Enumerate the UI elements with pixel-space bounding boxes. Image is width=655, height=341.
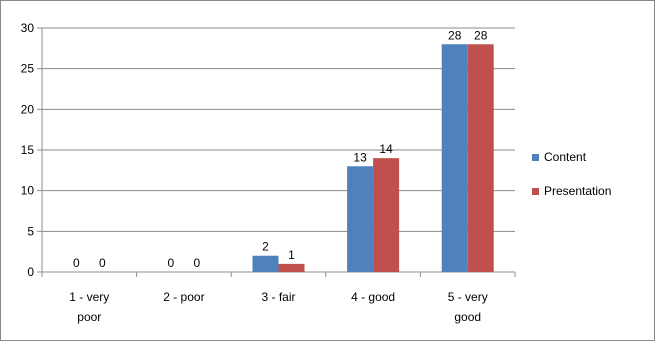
x-tick-label: 3 - fair <box>261 290 295 304</box>
data-label: 14 <box>379 142 393 156</box>
bar-presentation <box>278 263 305 272</box>
data-label: 0 <box>99 256 106 270</box>
legend-label-presentation: Presentation <box>544 184 612 198</box>
data-label: 28 <box>448 28 462 42</box>
data-label: 1 <box>288 248 295 262</box>
bars <box>252 44 494 273</box>
y-tick-labels: 0 5 10 15 20 25 30 <box>21 21 35 279</box>
data-label: 28 <box>474 28 488 42</box>
legend-swatch-presentation <box>532 187 539 195</box>
x-tick-label: 4 - good <box>351 290 395 304</box>
bar-presentation <box>467 44 494 273</box>
data-label: 2 <box>262 240 269 254</box>
data-label: 0 <box>168 256 175 270</box>
legend-item-presentation: Presentation <box>532 182 611 200</box>
x-tick-labels: 1 - very poor 2 - poor 3 - fair 4 - good 5 - … <box>69 290 487 324</box>
x-tick-label: 1 - very poor <box>69 290 109 324</box>
y-tick-label: 20 <box>21 102 35 116</box>
legend-swatch-content <box>532 153 539 161</box>
data-label: 13 <box>353 150 367 164</box>
bar-content <box>441 44 468 273</box>
y-tick-label: 25 <box>21 62 35 76</box>
data-label: 0 <box>73 256 80 270</box>
y-tick-label: 10 <box>21 184 35 198</box>
x-tick-label: 2 - poor <box>163 290 204 304</box>
y-tick-label: 5 <box>27 224 34 238</box>
gridlines <box>42 27 515 232</box>
legend-label-content: Content <box>544 150 587 164</box>
bar-presentation <box>373 158 400 272</box>
legend-item-content: Content <box>532 148 611 166</box>
bar-content <box>347 166 374 272</box>
x-tick-label: 5 - very good <box>448 290 488 324</box>
y-tick-label: 0 <box>27 265 34 279</box>
bar-content <box>252 255 279 272</box>
y-tick-label: 15 <box>21 143 35 157</box>
y-tick-label: 30 <box>21 21 35 35</box>
data-label: 0 <box>194 256 201 270</box>
legend: Content Presentation <box>532 148 611 216</box>
data-labels: 0 0 0 0 2 1 13 14 28 28 <box>73 28 488 270</box>
